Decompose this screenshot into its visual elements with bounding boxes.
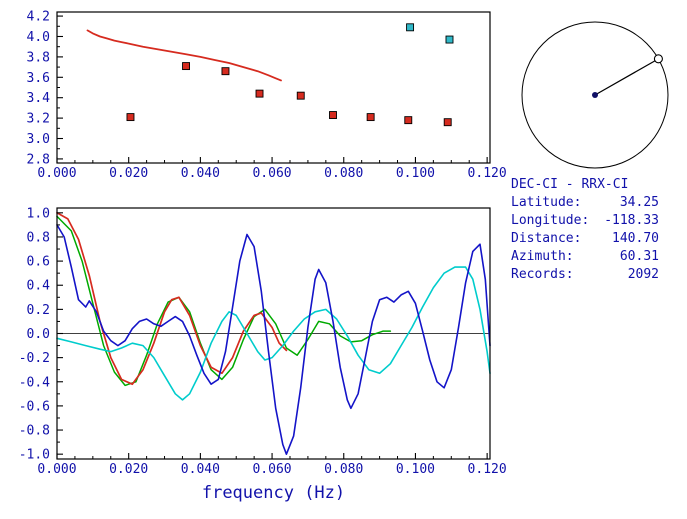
green-trace	[56, 215, 392, 387]
dispersion-x-tick-label: 0.100	[396, 166, 435, 181]
info-row-records: Records: 2092	[511, 266, 659, 284]
dispersion-y-tick-label: 3.8	[27, 50, 50, 65]
spectra-y-tick-label: 0.0	[27, 327, 50, 342]
dispersion-y-tick-label: 3.4	[27, 91, 51, 106]
spectra-x-tick-label: 0.080	[324, 462, 363, 477]
spectra-x-tick-label: 0.000	[37, 462, 76, 477]
dispersion-y-tick-label: 4.0	[27, 30, 50, 45]
azimuth-value: 60.31	[619, 249, 659, 264]
spectra-xlabel: frequency (Hz)	[202, 483, 345, 503]
spectra-y-tick-label: -0.6	[19, 399, 50, 414]
compass-circle	[521, 21, 669, 169]
spectra-x-axis: 0.000 0.020 0.040 0.060 0.080 0.100 0.120	[37, 453, 507, 477]
spectra-y-tick-label: 0.8	[27, 230, 50, 245]
station-pair-title: DEC-CI - RRX-CI	[511, 177, 629, 192]
measured-velocity-red-marker	[404, 116, 413, 125]
dispersion-y-tick-label: 4.2	[27, 10, 50, 25]
spectra-x-tick-label: 0.100	[396, 462, 435, 477]
dispersion-y-tick-label: 3.6	[27, 71, 50, 86]
info-row-distance: Distance: 140.70	[511, 230, 659, 248]
red-trace	[56, 211, 288, 386]
measured-velocity-red-marker	[221, 67, 230, 76]
spectra-x-tick-label: 0.040	[181, 462, 220, 477]
measured-velocity-cyan-marker	[406, 23, 415, 32]
distance-value: 140.70	[612, 231, 659, 246]
dispersion-y-tick-label: 2.8	[27, 152, 50, 167]
azimuth-endpoint-marker	[653, 54, 663, 64]
spectra-y-tick-label: 0.2	[27, 303, 50, 318]
azimuth-compass	[521, 21, 669, 169]
spectra-chart: 0.000 0.020 0.040 0.060 0.080 0.100 0.120-1.0-…	[19, 206, 507, 503]
spectra-y-tick-label: -0.2	[19, 351, 50, 366]
azimuth-label: Azimuth:	[511, 249, 574, 264]
longitude-value: -118.33	[604, 213, 659, 228]
spectra-y-tick-label: -0.4	[19, 375, 50, 390]
blue-trace	[56, 224, 491, 456]
records-value: 2092	[627, 267, 659, 282]
measured-velocity-red-marker	[329, 111, 337, 119]
measured-velocity-red-marker	[126, 113, 135, 122]
dispersion-y-tick-label: 3.2	[27, 112, 50, 127]
spectra-x-tick-label: 0.060	[252, 462, 291, 477]
dispersion-x-tick-label: 0.020	[109, 166, 148, 181]
dispersion-frame	[56, 11, 491, 164]
latitude-value: 34.25	[619, 195, 659, 210]
dispersion-chart: 0.000 0.020 0.040 0.060 0.080 0.100 0.120 2.8 3.…	[27, 10, 507, 181]
spectra-x-tick-label: 0.020	[109, 462, 148, 477]
measured-velocity-cyan-marker	[445, 35, 454, 44]
info-row-longitude: Longitude: -118.33	[511, 212, 659, 230]
station-info-panel: DEC-CI - RRX-CI Latitude: 34.25 Longitud…	[511, 176, 659, 284]
dispersion-y-axis: 2.8 3.0 3.2 3.4 3.6 3.8 4.0 4.2	[27, 10, 63, 167]
dispersion-x-tick-label: 0.080	[324, 166, 363, 181]
spectra-y-tick-label: -1.0	[19, 448, 50, 463]
spectra-y-tick-label: 1.0	[27, 206, 50, 221]
info-row-azimuth: Azimuth: 60.31	[511, 248, 659, 266]
spectra-y-tick-label: -0.8	[19, 424, 50, 439]
measured-velocity-red-marker	[366, 113, 375, 122]
measured-velocity-red-marker	[443, 118, 452, 127]
spectra-x-tick-label: 0.120	[468, 462, 507, 477]
station-center-dot	[592, 92, 598, 98]
spectra-y-axis: -1.0 -0.8 -0.6 -0.4 -0.2 0.0 0.2 0.4 0.6 0.8 1.0	[19, 206, 63, 463]
cyan-trace	[56, 266, 491, 401]
dispersion-x-tick-label: 0.120	[468, 166, 507, 181]
dispersion-x-tick-label: 0.060	[252, 166, 291, 181]
info-row-latitude: Latitude: 34.25	[511, 194, 659, 212]
longitude-label: Longitude:	[511, 213, 590, 228]
measured-velocity-red-marker	[255, 89, 264, 98]
spectra-y-tick-label: 0.6	[27, 255, 50, 270]
distance-label: Distance:	[511, 231, 582, 246]
measured-velocity-red-marker	[182, 62, 190, 71]
measured-velocity-red-marker	[296, 91, 305, 100]
dispersion-x-axis: 0.000 0.020 0.040 0.060 0.080 0.100 0.120	[37, 157, 507, 181]
latitude-label: Latitude:	[511, 195, 582, 210]
reference-dispersion-curve	[86, 29, 282, 82]
azimuth-line	[594, 58, 659, 96]
dispersion-y-tick-label: 3.0	[27, 132, 50, 147]
records-label: Records:	[511, 267, 574, 282]
spectra-y-tick-label: 0.4	[27, 279, 51, 294]
dispersion-x-tick-label: 0.000	[37, 166, 76, 181]
dispersion-x-tick-label: 0.040	[181, 166, 220, 181]
